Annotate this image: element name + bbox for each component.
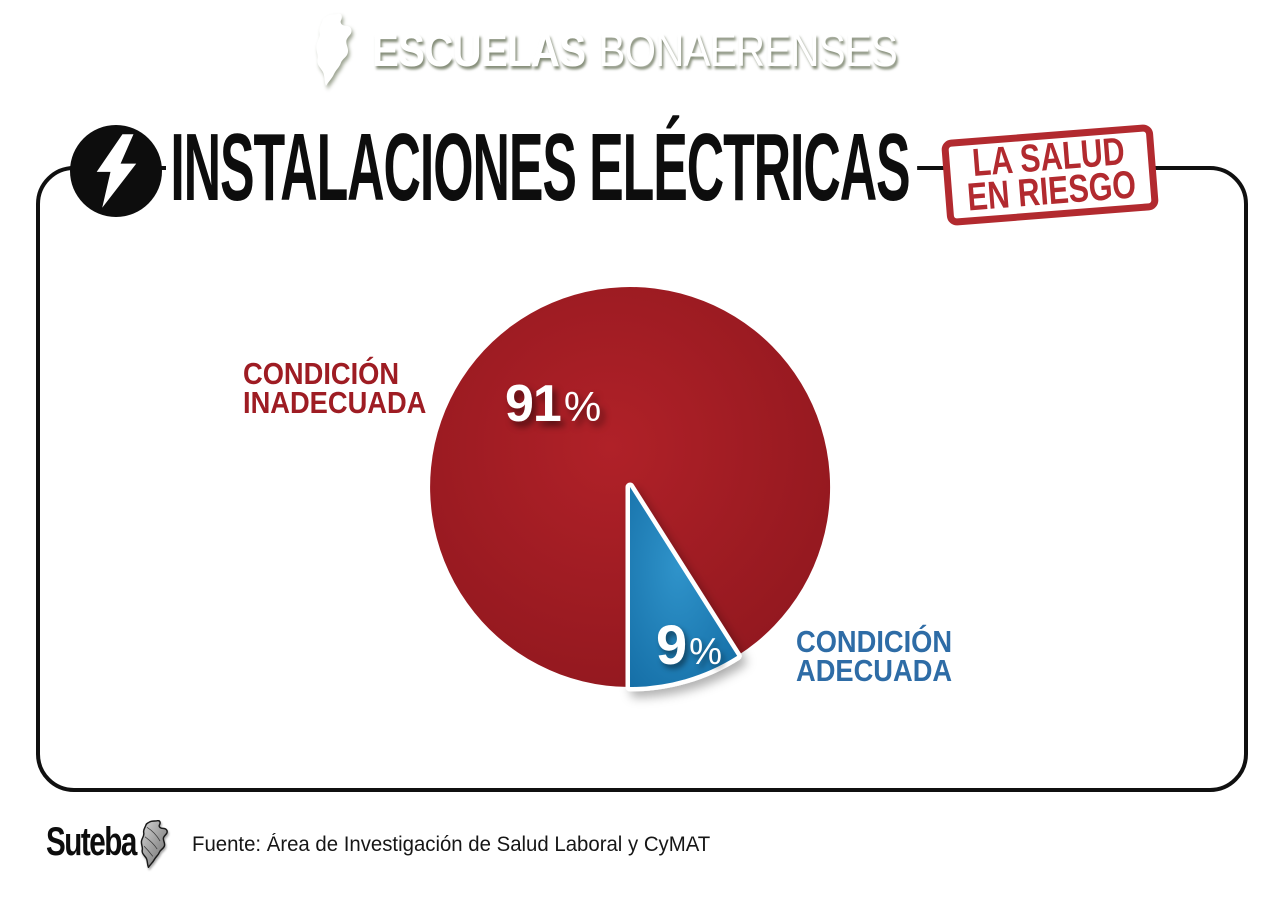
percent-sign: % — [563, 383, 602, 430]
pie-value-adequate: 9 % — [656, 617, 722, 673]
banner-title: ESCUELAS BONAERENSES — [371, 24, 898, 76]
slice-label-adequate-line2: ADECUADA — [796, 653, 953, 688]
lightning-icon — [70, 125, 162, 217]
header-banner: ESCUELAS BONAERENSES — [36, 0, 1248, 100]
banner-title-bold: ESCUELAS — [371, 24, 586, 76]
slice-label-adequate-line1: CONDICIÓN — [796, 624, 953, 659]
pie-value-inadequate-number: 91 — [505, 375, 562, 433]
pie-chart — [430, 287, 831, 692]
suteba-logo-text: Suteba — [46, 820, 137, 864]
source-text: Fuente: Área de Investigación de Salud L… — [192, 833, 711, 856]
slice-label-adequate: CONDICIÓN ADECUADA — [796, 624, 953, 688]
banner-content: ESCUELAS BONAERENSES — [312, 0, 898, 100]
slice-label-inadequate: CONDICIÓN INADECUADA — [243, 356, 427, 420]
buenos-aires-map-icon — [316, 13, 352, 87]
buenos-aires-map-icon — [140, 820, 168, 868]
slice-label-inadequate-line1: CONDICIÓN — [243, 356, 400, 391]
health-risk-stamp: LA SALUD EN RIESGO — [940, 123, 1160, 227]
stamp-line-2: EN RIESGO — [965, 163, 1138, 220]
percent-sign: % — [689, 631, 723, 672]
banner-title-light: BONAERENSES — [598, 24, 897, 76]
pie-value-inadequate: 91 % — [505, 378, 601, 430]
page-title: INSTALACIONES ELÉCTRICAS — [166, 120, 918, 220]
pie-value-adequate-number: 9 — [656, 613, 688, 676]
slice-label-inadequate-line2: INADECUADA — [243, 385, 427, 420]
